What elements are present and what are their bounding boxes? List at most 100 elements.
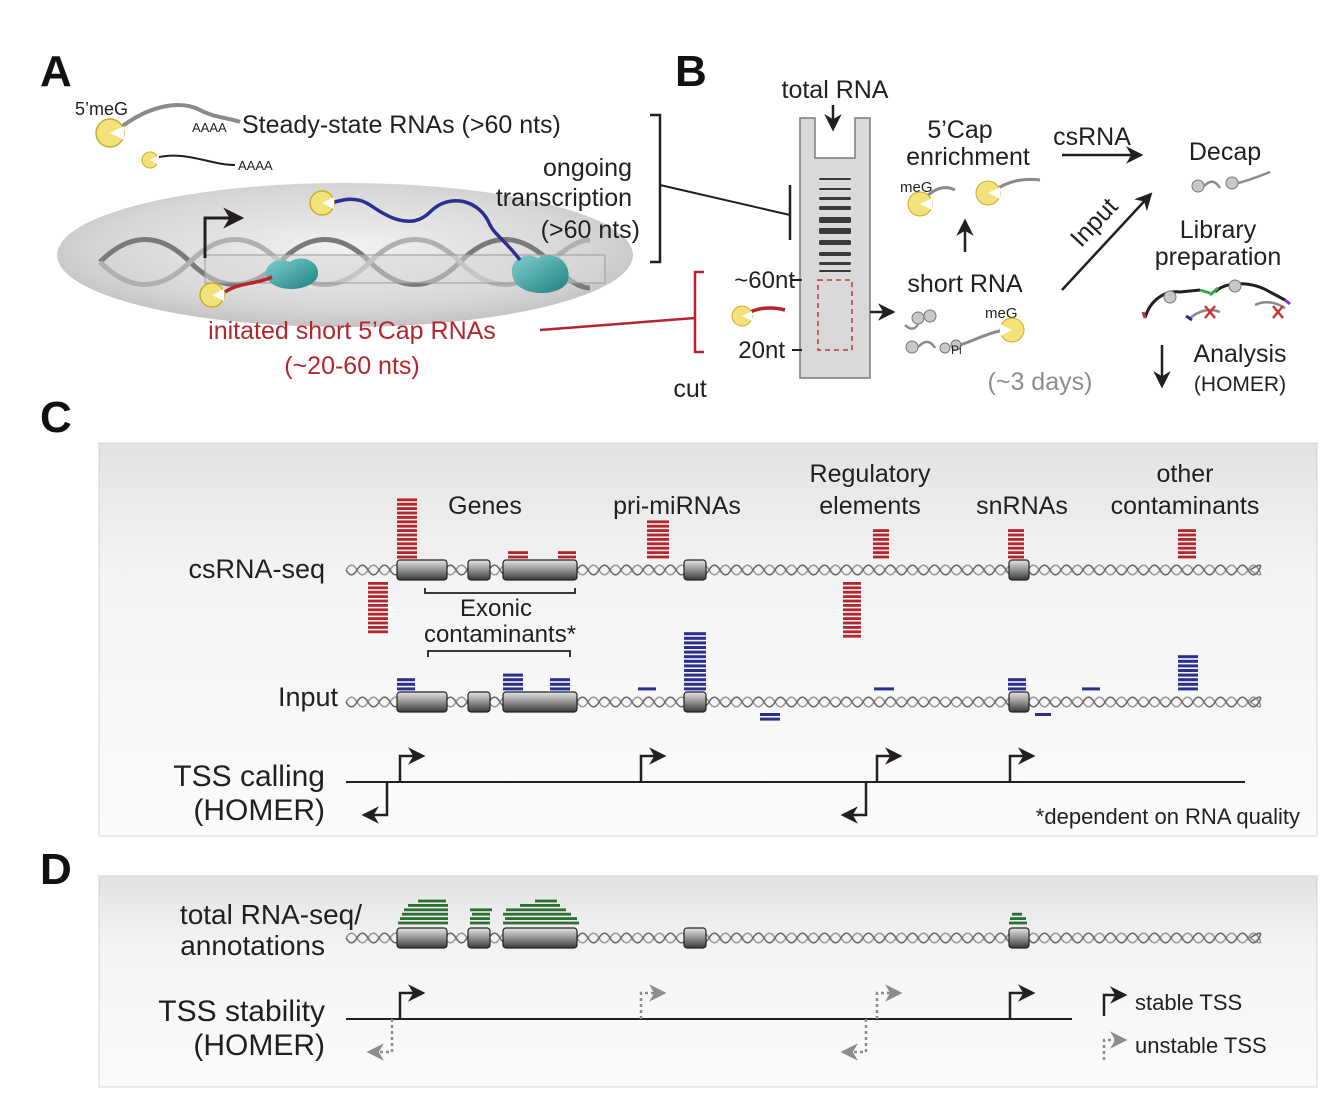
read-bar bbox=[843, 608, 861, 612]
read-bar bbox=[1008, 529, 1024, 532]
read-bar bbox=[550, 682, 570, 686]
read-bar bbox=[503, 678, 523, 682]
read-bar bbox=[550, 678, 570, 682]
dna-strand bbox=[345, 932, 1262, 944]
gel-band bbox=[819, 262, 851, 265]
read-bar bbox=[397, 533, 417, 537]
library-fragments-icon bbox=[1141, 279, 1291, 322]
read-bar bbox=[508, 551, 528, 554]
cap-enrichment-label: 5’Cap bbox=[927, 116, 992, 144]
tss-stability-label: TSS stability bbox=[158, 995, 325, 1028]
nascent-rna-strand bbox=[324, 197, 522, 262]
read-bar bbox=[1008, 555, 1024, 559]
read-bar bbox=[647, 555, 669, 559]
read-bar bbox=[470, 921, 490, 925]
exon-box bbox=[396, 691, 448, 713]
panel-b: B total RNA ~60nt 20nt cut 5’Cap enrichm… bbox=[673, 47, 1291, 403]
read-bar bbox=[1178, 655, 1198, 659]
read-bar bbox=[647, 524, 669, 528]
read-bar bbox=[843, 604, 861, 607]
exonic-bracket bbox=[424, 588, 576, 594]
gel-lane bbox=[799, 117, 871, 379]
stable-tss-icon bbox=[1102, 986, 1128, 1016]
pi-label: Pi bbox=[951, 343, 962, 357]
read-bar bbox=[684, 646, 706, 649]
read-bar bbox=[843, 586, 861, 590]
stable-tss-arrow bbox=[398, 984, 426, 1019]
initiated-nts-label: (~20-60 nts) bbox=[284, 352, 420, 380]
read-bar bbox=[535, 899, 557, 903]
cap-icon bbox=[907, 191, 933, 217]
cap-icon bbox=[141, 151, 159, 169]
read-bar bbox=[368, 630, 388, 634]
exon-box bbox=[1008, 927, 1030, 949]
read-bar bbox=[647, 546, 669, 550]
connector-line bbox=[659, 184, 791, 216]
marker-60-label: ~60nt bbox=[734, 267, 795, 294]
read-bar bbox=[397, 507, 417, 510]
homer-label: (HOMER) bbox=[1194, 373, 1286, 396]
stable-tss-arrow bbox=[398, 747, 426, 782]
read-bar bbox=[1008, 551, 1024, 554]
read-bar bbox=[873, 542, 889, 546]
read-bar bbox=[397, 682, 415, 686]
csrna-seq-label: csRNA-seq bbox=[188, 554, 325, 584]
csrna-seq-track bbox=[345, 498, 1262, 638]
input-track-label: Input bbox=[278, 682, 339, 712]
read-bar bbox=[397, 529, 417, 532]
read-bar bbox=[843, 617, 861, 620]
read-bar bbox=[647, 542, 669, 546]
read-bar bbox=[760, 713, 780, 716]
read-bar bbox=[1178, 678, 1198, 682]
polya-label-2: AAAA bbox=[238, 158, 273, 173]
steady-state-label: Steady-state RNAs (>60 nts) bbox=[242, 111, 561, 139]
exon-box bbox=[502, 927, 578, 949]
stable-tss-arrow bbox=[639, 747, 667, 782]
stable-tss-arrow bbox=[840, 782, 868, 824]
cap-icon bbox=[95, 118, 125, 148]
stable-tss-arrow bbox=[1008, 984, 1036, 1019]
read-bar bbox=[843, 582, 861, 585]
panel-label-d: D bbox=[40, 845, 72, 894]
read-bar bbox=[1012, 912, 1022, 916]
read-bar bbox=[408, 904, 448, 907]
initiated-label: initated short 5’Cap RNAs bbox=[208, 317, 496, 345]
short-rna-strand bbox=[224, 275, 273, 294]
read-bar bbox=[397, 555, 417, 559]
read-bar bbox=[873, 555, 889, 559]
read-bar bbox=[843, 590, 861, 594]
read-bar bbox=[874, 687, 894, 691]
unstable-tss-arrow bbox=[875, 984, 903, 1019]
exon-box bbox=[396, 927, 448, 949]
gel-band bbox=[819, 206, 851, 210]
cap-label: 5’meG bbox=[75, 99, 128, 119]
stable-tss-label: stable TSS bbox=[1135, 990, 1242, 1015]
read-bar bbox=[368, 595, 388, 598]
capped-rna-strand bbox=[994, 177, 1041, 192]
read-bar bbox=[368, 626, 388, 629]
read-bar bbox=[397, 546, 417, 550]
gel-band bbox=[819, 188, 851, 190]
unstable-tss-arrow bbox=[366, 1019, 394, 1061]
stable-tss-arrow bbox=[1008, 747, 1036, 782]
read-bar bbox=[1178, 682, 1198, 686]
read-bar bbox=[397, 502, 417, 506]
read-bar bbox=[647, 551, 669, 554]
read-bar bbox=[368, 590, 388, 594]
snrnas-label: snRNAs bbox=[976, 492, 1068, 520]
read-bar bbox=[684, 664, 706, 668]
read-bar bbox=[368, 582, 388, 585]
read-bar bbox=[368, 599, 388, 603]
read-bar bbox=[843, 612, 861, 616]
read-bar bbox=[505, 917, 577, 920]
exonic-label: Exonic bbox=[460, 595, 532, 622]
tss-arrows bbox=[366, 984, 1036, 1061]
panel-label-a: A bbox=[40, 47, 72, 96]
read-bar bbox=[1178, 546, 1196, 550]
gel-band bbox=[819, 228, 851, 234]
read-bar bbox=[1178, 687, 1198, 691]
panel-a: A 5’meG AAAA Steady-state RNAs (>60 nts)… bbox=[40, 47, 791, 380]
read-bar bbox=[470, 917, 490, 920]
polymerase-icon bbox=[511, 255, 569, 294]
red-connector bbox=[539, 316, 696, 332]
